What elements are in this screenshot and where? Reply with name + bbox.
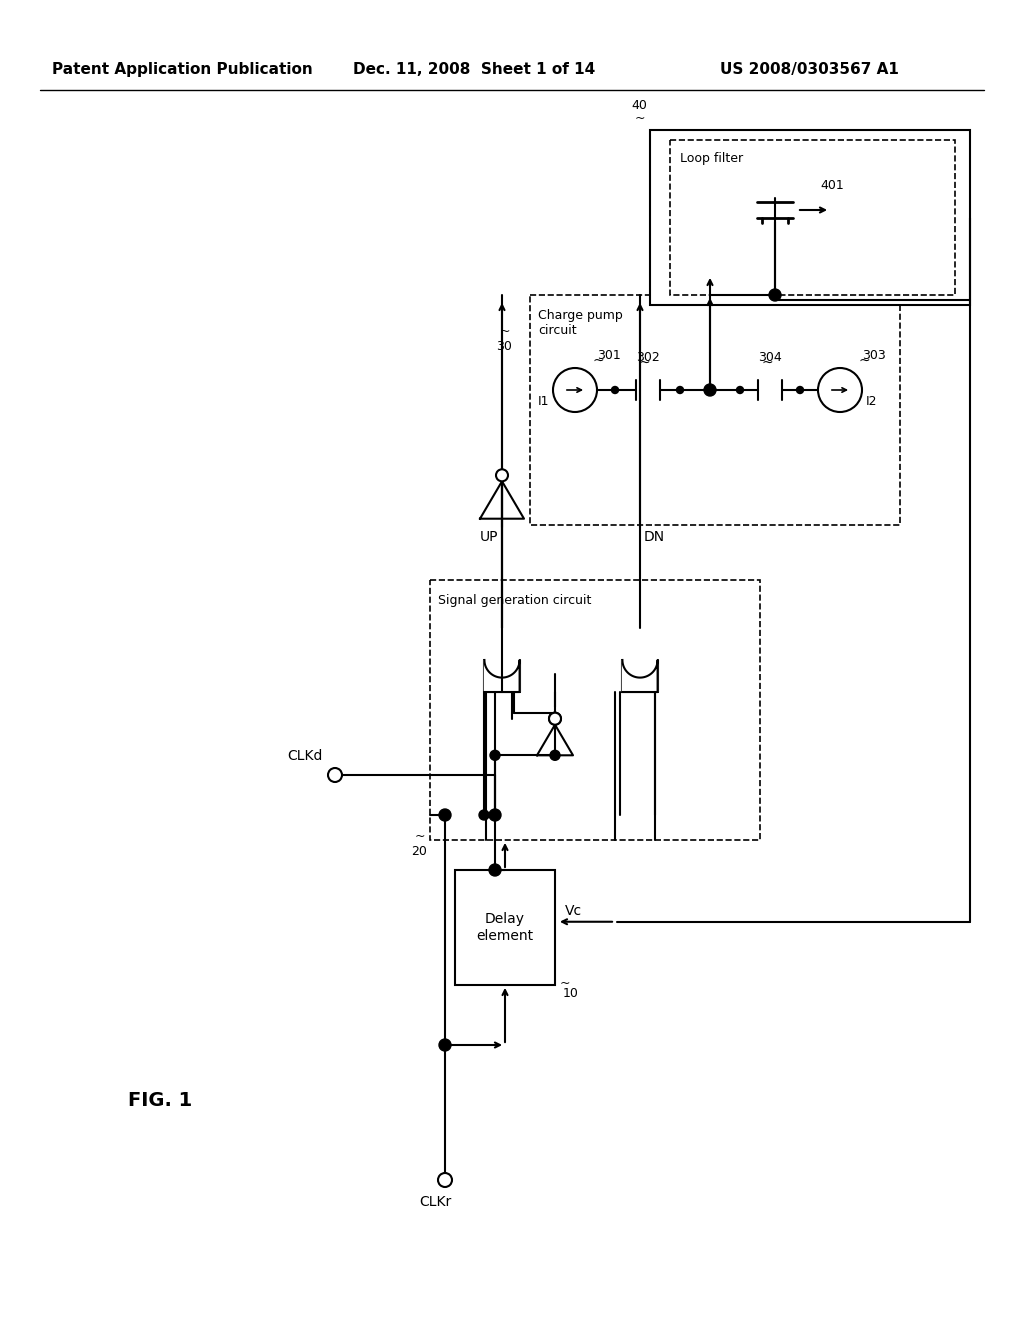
Text: 302: 302 [636, 351, 659, 364]
Bar [530, 294, 900, 525]
Text: I1: I1 [538, 395, 549, 408]
Text: FIG. 1: FIG. 1 [128, 1090, 193, 1110]
Text: 30: 30 [496, 341, 512, 352]
Circle shape [550, 750, 560, 760]
Text: CLKd: CLKd [288, 748, 323, 763]
Circle shape [549, 713, 561, 725]
Text: CLKr: CLKr [419, 1195, 452, 1209]
Text: Loop filter: Loop filter [680, 152, 743, 165]
Circle shape [677, 387, 683, 393]
Text: ~: ~ [560, 977, 570, 990]
Polygon shape [480, 482, 524, 519]
Text: US 2008/0303567 A1: US 2008/0303567 A1 [720, 62, 899, 77]
Circle shape [611, 387, 618, 393]
Text: 40: 40 [631, 99, 647, 112]
Circle shape [438, 1173, 452, 1187]
Circle shape [769, 289, 781, 301]
Bar [455, 870, 555, 985]
Text: Patent Application Publication: Patent Application Publication [52, 62, 312, 77]
Text: ~: ~ [858, 354, 869, 368]
Circle shape [479, 810, 489, 820]
Circle shape [553, 368, 597, 412]
Text: 303: 303 [862, 348, 886, 362]
Bar [430, 579, 760, 840]
Text: Dec. 11, 2008  Sheet 1 of 14: Dec. 11, 2008 Sheet 1 of 14 [353, 62, 595, 77]
Circle shape [496, 470, 508, 482]
Text: ~: ~ [593, 354, 604, 368]
Circle shape [818, 368, 862, 412]
Text: 304: 304 [758, 351, 782, 364]
Circle shape [736, 387, 743, 393]
Text: ~: ~ [639, 356, 650, 370]
Text: 10: 10 [563, 987, 579, 1001]
Text: ~: ~ [415, 830, 425, 843]
Circle shape [490, 750, 500, 760]
Polygon shape [537, 725, 573, 755]
Text: I2: I2 [866, 395, 878, 408]
Text: Vc: Vc [565, 904, 582, 917]
Text: DN: DN [644, 531, 666, 544]
Text: ~: ~ [500, 325, 510, 338]
Circle shape [489, 809, 501, 821]
Bar [650, 129, 970, 305]
Polygon shape [623, 660, 657, 692]
Text: Delay
element: Delay element [476, 912, 534, 942]
Text: Signal generation circuit: Signal generation circuit [438, 594, 592, 607]
Text: 20: 20 [411, 845, 427, 858]
Text: Charge pump
circuit: Charge pump circuit [538, 309, 623, 337]
Text: ~: ~ [761, 356, 773, 370]
Text: 401: 401 [820, 180, 844, 191]
Circle shape [549, 713, 561, 725]
Circle shape [328, 768, 342, 781]
Circle shape [439, 1039, 451, 1051]
Circle shape [705, 384, 716, 396]
Bar [670, 140, 955, 294]
Circle shape [797, 387, 804, 393]
Circle shape [489, 865, 501, 876]
Text: ~: ~ [635, 112, 645, 125]
Polygon shape [484, 660, 519, 692]
Text: UP: UP [479, 531, 498, 544]
Circle shape [439, 809, 451, 821]
Text: 301: 301 [597, 348, 621, 362]
